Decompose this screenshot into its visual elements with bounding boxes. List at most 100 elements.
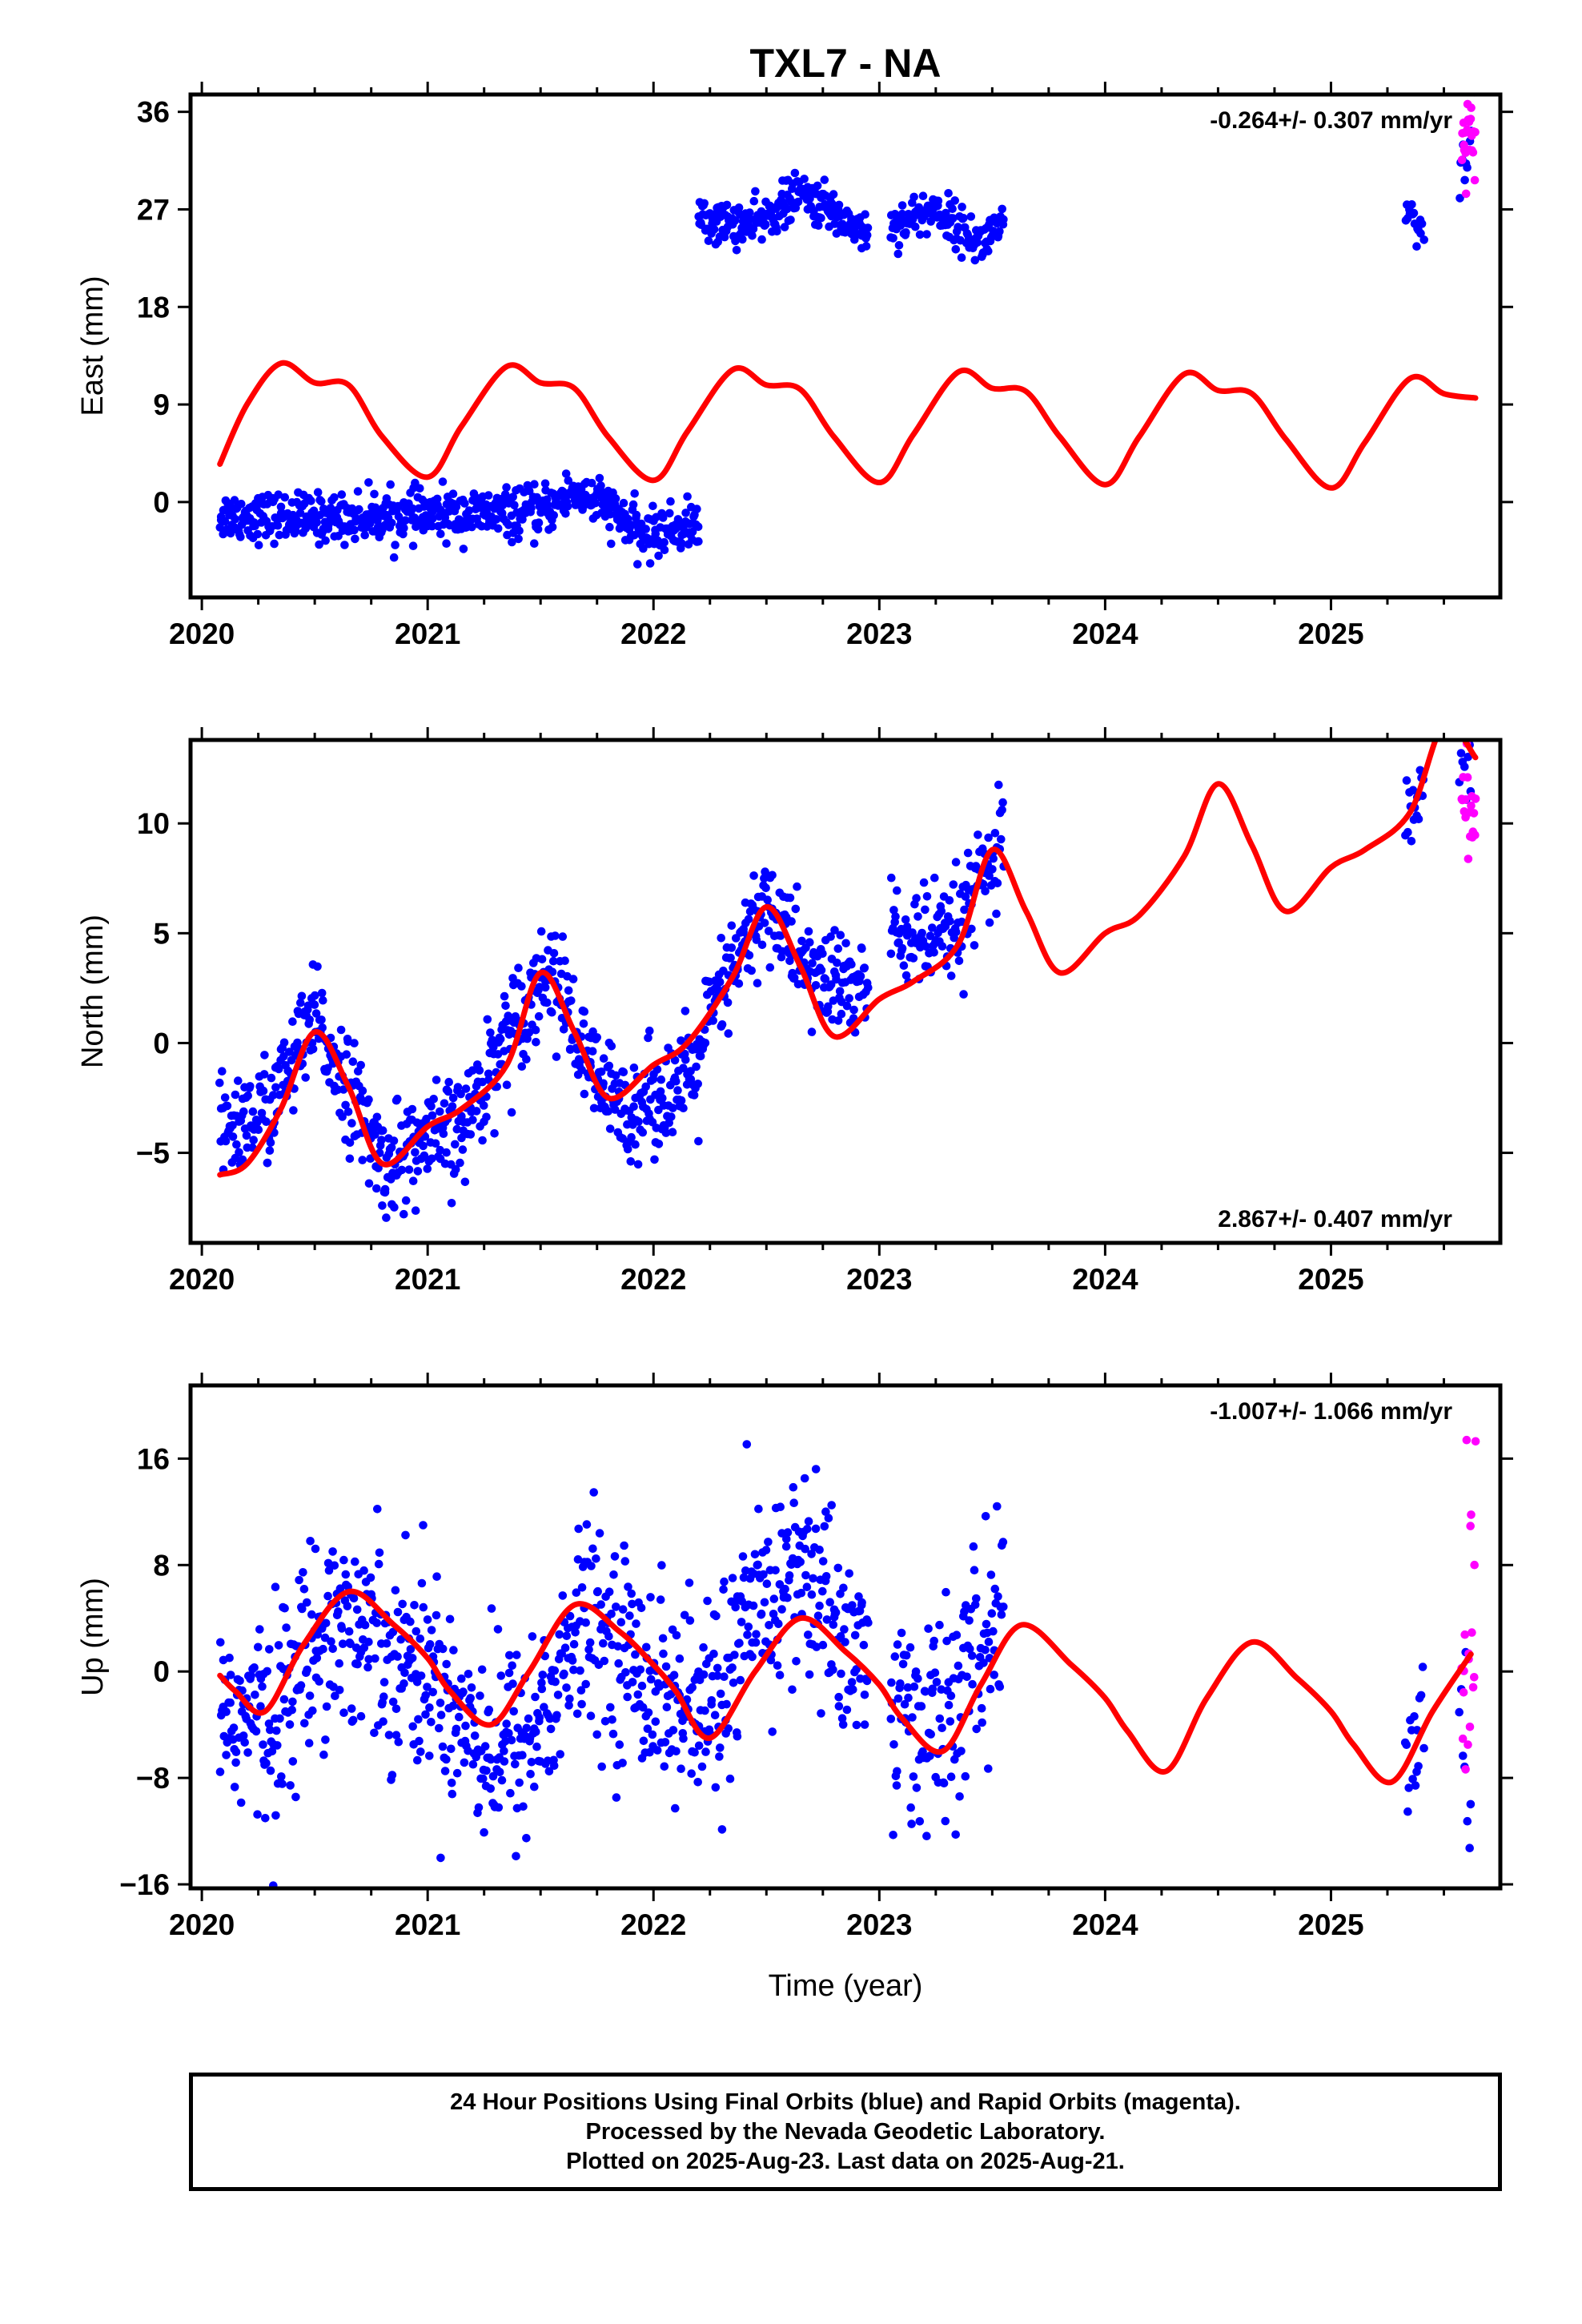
final-orbit-point [452,502,461,512]
final-orbit-point [360,530,370,540]
final-orbit-point [374,1164,383,1172]
final-orbit-point [567,996,576,1005]
final-orbit-point [423,1615,432,1624]
final-orbit-point [648,501,657,511]
final-orbit-point [288,1017,297,1026]
final-orbit-point [484,1705,494,1715]
final-orbit-point [306,1537,315,1546]
final-orbit-point [893,249,903,259]
final-orbit-point [641,525,650,533]
final-orbit-point [701,1039,710,1047]
final-orbit-point [745,951,754,960]
up-rate-label: -1.007+/- 1.066 mm/yr [1210,1398,1452,1425]
final-orbit-point [961,1771,970,1781]
final-orbit-point [619,1068,628,1077]
final-orbit-point [957,1747,966,1755]
final-orbit-point [970,1566,979,1574]
final-orbit-point [652,1746,662,1755]
final-orbit-point [801,1544,809,1554]
final-orbit-point [932,1678,942,1687]
final-orbit-point [546,1724,556,1734]
final-orbit-point [757,235,766,244]
final-orbit-point [390,1203,399,1212]
final-orbit-point [626,1157,636,1166]
final-orbit-point [608,1715,616,1724]
final-orbit-point [265,1645,274,1654]
final-orbit-point [607,1609,616,1618]
final-orbit-point [497,1775,507,1785]
final-orbit-point [781,1542,791,1551]
final-orbit-point [804,1630,813,1639]
final-orbit-point [992,909,1001,919]
final-orbit-point [240,1738,250,1747]
final-orbit-point [773,1661,782,1670]
final-orbit-point [761,883,770,893]
final-orbit-point [406,1617,415,1626]
final-orbit-point [984,247,993,255]
final-orbit-point [739,1573,749,1582]
final-orbit-point [817,214,825,223]
final-orbit-point [270,539,279,549]
final-orbit-point [761,220,770,229]
final-orbit-point [552,1711,561,1720]
final-orbit-point [632,1619,640,1628]
final-orbit-point [319,995,327,1005]
final-orbit-point [905,1642,915,1652]
final-orbit-point [935,1620,944,1630]
final-orbit-point [587,478,596,488]
final-orbit-point [693,1778,702,1787]
final-orbit-point [464,506,474,515]
final-orbit-point [857,1598,866,1607]
final-orbit-point [319,1644,327,1654]
final-orbit-point [824,1002,833,1011]
final-orbit-point [225,1653,234,1663]
final-orbit-point [915,230,925,239]
final-orbit-point [712,1611,721,1621]
final-orbit-point [863,223,873,232]
final-orbit-point [998,1538,1008,1546]
final-orbit-point [538,1671,548,1679]
final-orbit-point [592,1033,601,1042]
final-orbit-point [638,1703,648,1712]
final-orbit-point [442,539,451,548]
final-orbit-point [534,518,544,527]
final-orbit-point [348,1715,358,1725]
final-orbit-point [299,1568,307,1577]
final-orbit-point [269,1091,278,1100]
final-orbit-point [522,1055,531,1063]
final-orbit-point [356,1060,366,1070]
final-orbit-point [994,780,1003,790]
final-orbit-point [576,1686,586,1695]
final-orbit-point [436,1853,445,1863]
final-orbit-point [449,1646,458,1655]
final-orbit-point [637,1681,647,1691]
final-orbit-point [263,1158,272,1168]
final-orbit-point [747,966,756,975]
final-orbit-point [378,1126,387,1135]
final-orbit-point [427,1718,436,1727]
final-orbit-point [372,1112,382,1122]
final-orbit-point [893,1640,902,1649]
final-orbit-point [419,1141,428,1151]
final-orbit-point [579,1019,588,1028]
final-orbit-point [928,1684,938,1694]
final-orbit-point [694,537,703,546]
final-orbit-point [558,1591,568,1600]
final-orbit-point [690,1747,699,1757]
final-orbit-point [577,1583,587,1592]
final-orbit-point [495,1767,504,1777]
final-orbit-point [1414,1762,1423,1771]
final-orbit-point [394,1737,404,1747]
final-orbit-point [448,1102,457,1111]
final-orbit-point [623,1692,632,1702]
final-orbit-point [672,1630,681,1640]
final-orbit-point [966,212,976,221]
final-orbit-point [568,975,578,983]
final-orbit-point [460,1758,469,1767]
final-orbit-point [393,1607,403,1617]
final-orbit-point [448,1701,458,1711]
rapid-orbit-point [1469,809,1479,818]
final-orbit-point [360,1620,370,1630]
final-orbit-point [432,494,442,504]
final-orbit-point [909,1682,919,1691]
